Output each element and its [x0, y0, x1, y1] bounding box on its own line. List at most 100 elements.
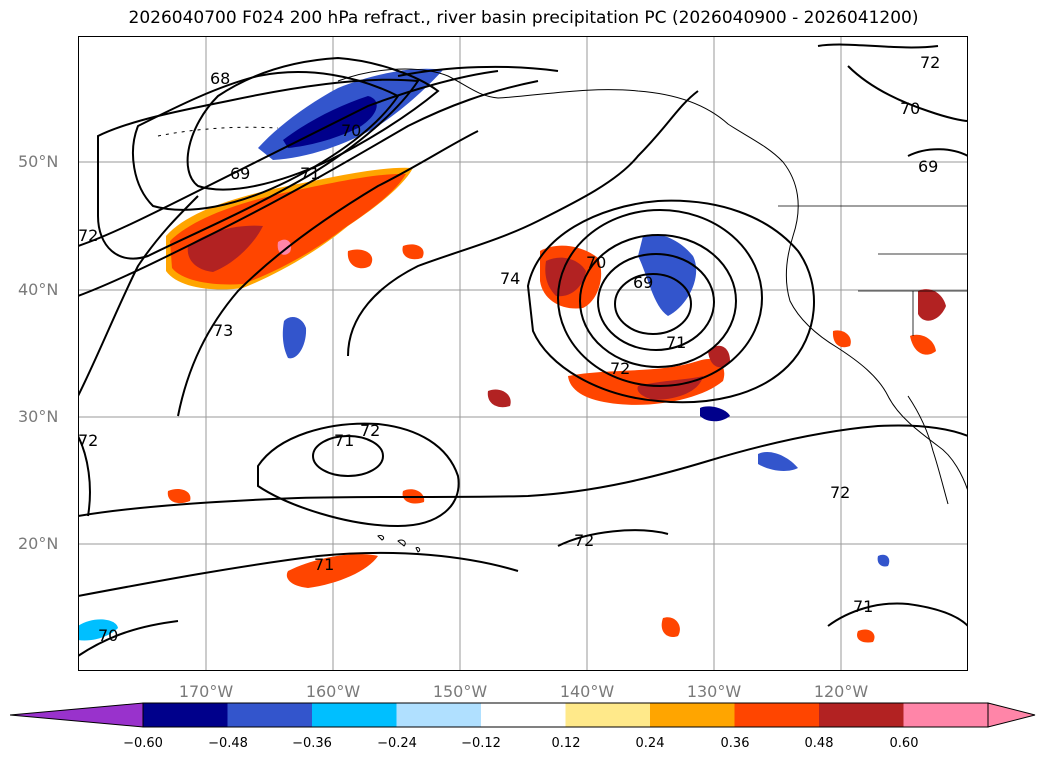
- colorbar-tick-label: −0.24: [377, 736, 417, 751]
- colorbar-tick-label: −0.36: [292, 736, 332, 751]
- pos-region-small-6: [661, 617, 680, 638]
- pos-region-southwest-us: [918, 289, 946, 321]
- colorbar-extend-low: [10, 702, 144, 728]
- contour-73: [177, 130, 479, 417]
- state-borders: [858, 253, 968, 336]
- colorbar-tick-label: −0.60: [123, 736, 163, 751]
- pos-region-small-2: [402, 244, 424, 260]
- contour-69: [132, 71, 400, 211]
- contour-73-low: [526, 199, 815, 404]
- contour-label: 71: [314, 555, 334, 574]
- contour-label: 72: [78, 431, 98, 450]
- pos-region-hawaii: [286, 554, 378, 588]
- coastline-north-america: [337, 68, 968, 492]
- contour-69-ne: [907, 148, 968, 157]
- contour-70-low: [597, 253, 715, 351]
- lon-label-150w: 150°W: [432, 682, 488, 701]
- lat-label-40n: 40°N: [18, 280, 59, 299]
- contour-label: 72: [78, 226, 98, 245]
- colorbar-cell: [650, 703, 735, 727]
- contour-71-low: [579, 234, 737, 368]
- colorbar-cell: [734, 703, 820, 727]
- contour-label: 72: [360, 421, 380, 440]
- contour-label: 72: [920, 53, 940, 72]
- contour-label: 70: [586, 253, 606, 272]
- pos-region-jet-plume-max: [277, 239, 292, 255]
- map-panel: 68 69 70 71 72 73 74 70 69 71 72 71 72 7…: [78, 36, 968, 671]
- neg-region-baja: [758, 451, 798, 471]
- contour-label: 72: [610, 359, 630, 378]
- contour-74: [347, 90, 699, 357]
- colorbar-cell: [227, 703, 313, 727]
- lat-label-50n: 50°N: [18, 152, 59, 171]
- contour-73-north: [397, 65, 559, 77]
- colorbar-tick-label: 0.12: [551, 736, 581, 751]
- contour-70: [97, 78, 420, 260]
- colorbar-cell: [903, 703, 989, 727]
- lon-label-140w: 140°W: [559, 682, 615, 701]
- colorbar-cell: [565, 703, 651, 727]
- colorbar-cell: [312, 703, 397, 727]
- contour-label: 71: [853, 597, 873, 616]
- contour-label: 70: [98, 626, 118, 645]
- contour-label: 71: [334, 431, 354, 450]
- pos-region-cutoff-low-core: [545, 257, 586, 297]
- contour-70-sw: [78, 620, 179, 657]
- contour-label: 69: [230, 164, 250, 183]
- colorbar-cell: [819, 703, 904, 727]
- lon-label-170w: 170°W: [178, 682, 234, 701]
- colorbar-cell: [481, 703, 566, 727]
- pos-region-arizona: [910, 334, 936, 355]
- contour-label: 72: [830, 483, 850, 502]
- contour-71-jet: [78, 70, 499, 247]
- contour-label: 69: [633, 273, 653, 292]
- ocean-background: [78, 36, 968, 671]
- contour-label: 72: [574, 531, 594, 550]
- pos-region-small-1: [347, 249, 373, 269]
- lon-label-120w: 120°W: [813, 682, 869, 701]
- coastline-baja: [907, 395, 949, 505]
- contour-label: 73: [213, 321, 233, 340]
- neg-region-hawaii-south: [78, 619, 118, 641]
- lon-label-130w: 130°W: [686, 682, 742, 701]
- pos-region-california: [832, 330, 851, 348]
- map-canvas: 68 69 70 71 72 73 74 70 69 71 72 71 72 7…: [78, 36, 968, 671]
- contour-69-low: [614, 273, 692, 335]
- colorbar: [10, 702, 1036, 728]
- contour-72-south: [257, 422, 460, 528]
- contour-72-subtropic: [78, 424, 968, 517]
- colorbar-extend-high: [987, 702, 1036, 728]
- colorbar-cell: [143, 703, 228, 727]
- contour-72-west: [78, 195, 199, 397]
- colorbar-tick-label: 0.60: [889, 736, 919, 751]
- contour-72-trop: [557, 529, 669, 547]
- pos-region-small-3: [487, 389, 511, 408]
- contour-71-trop: [78, 551, 519, 597]
- contour-lines: [78, 43, 968, 657]
- colorbar-frame: [142, 702, 989, 728]
- neg-region-central-pacific: [282, 316, 307, 359]
- colorbar-cell: [396, 703, 482, 727]
- colorbar-tick-label: −0.12: [461, 736, 501, 751]
- neg-region-alaska-core: [283, 96, 377, 148]
- lat-label-20n: 20°N: [18, 534, 59, 553]
- coastlines: [157, 68, 968, 553]
- contour-label: 74: [500, 269, 520, 288]
- contour-label: 70: [900, 99, 920, 118]
- contour-labels: 68 69 70 71 72 73 74 70 69 71 72 71 72 7…: [78, 53, 940, 645]
- contour-70-ne: [847, 65, 968, 122]
- colorbar-tick-label: 0.48: [804, 736, 834, 751]
- neg-region-southwest: [877, 554, 890, 567]
- pos-region-small-4: [167, 489, 191, 504]
- lat-label-30n: 30°N: [18, 407, 59, 426]
- map-title: 2026040700 F024 200 hPa refract., river …: [128, 8, 919, 28]
- pos-region-east-patch: [708, 345, 730, 368]
- pos-region-small-7: [857, 629, 875, 643]
- contour-label: 68: [210, 69, 230, 88]
- contour-72-ne: [817, 43, 939, 49]
- colorbar-cells: [10, 702, 1036, 728]
- contour-label: 71: [300, 164, 320, 183]
- colorbar-tick-label: 0.36: [720, 736, 750, 751]
- lon-label-160w: 160°W: [305, 682, 361, 701]
- neg-region-subtropical: [700, 406, 730, 422]
